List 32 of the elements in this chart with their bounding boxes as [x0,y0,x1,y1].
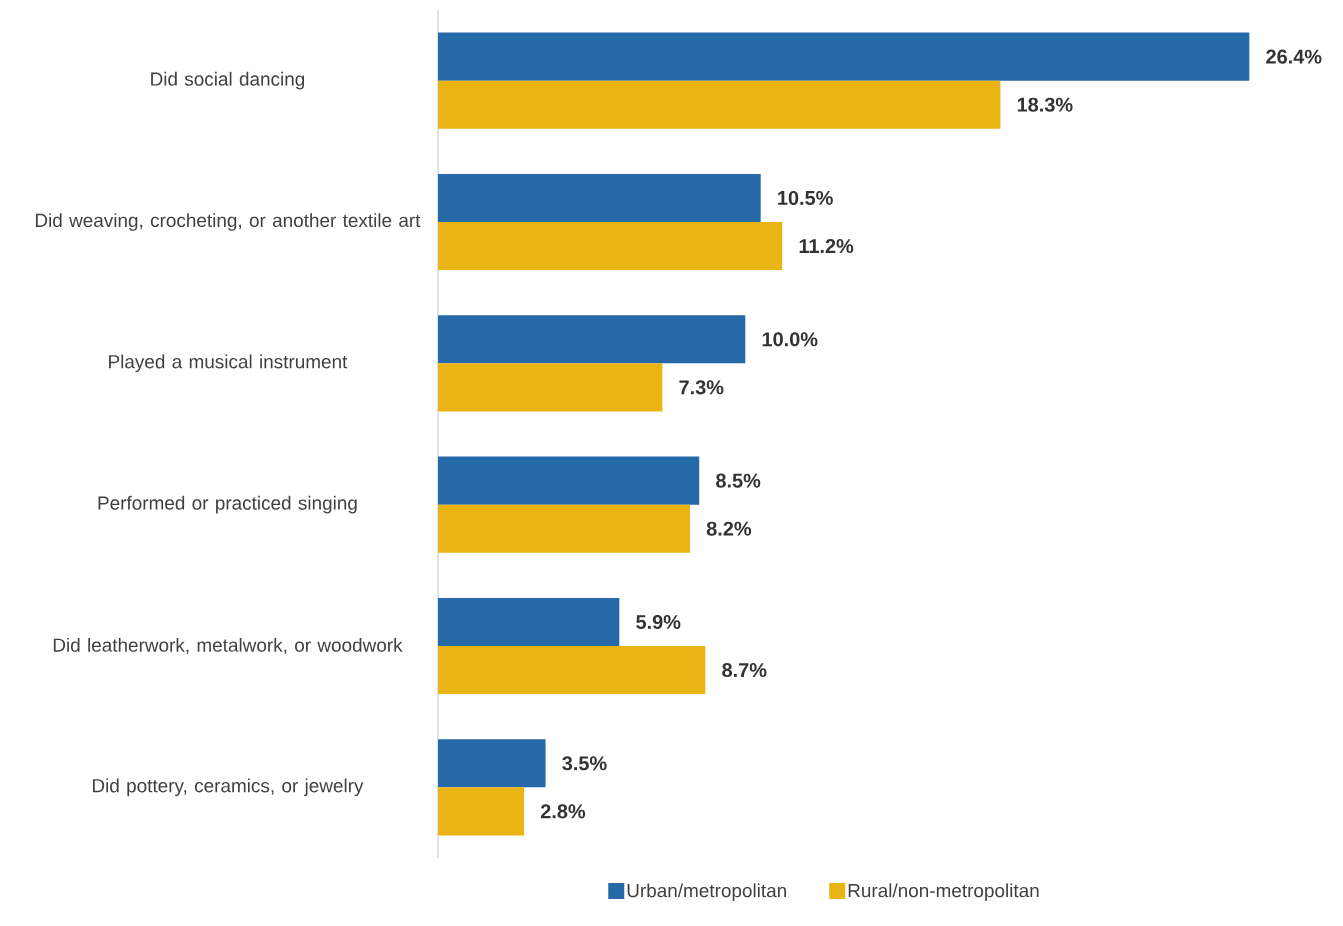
data-label: 26.4% [1266,49,1322,64]
data-label: 10.0% [762,332,818,347]
bar [437,787,525,836]
bar [437,222,783,271]
data-label: 11.2% [799,238,854,254]
y-tick-label: Performed or practiced singing [98,495,357,514]
bar [437,32,1250,81]
data-label: 8.7% [722,662,767,678]
bar [437,504,690,553]
y-tick-label: Played a musical instrument [109,354,348,373]
bar [437,646,706,695]
y-tick-label: Did social dancing [151,71,305,90]
data-label: 3.5% [562,756,607,771]
bar [437,456,700,505]
bar [437,739,546,788]
bar [437,597,620,646]
y-tick-label: Did leatherwork, metalwork, or woodwork [53,637,403,655]
bar [437,173,761,222]
data-label: 8.2% [706,521,752,536]
data-label: 5.9% [636,614,681,630]
bar [437,363,663,412]
bar [437,315,746,364]
legend-label: Rural/non-metropolitan [848,883,1039,902]
data-label: 2.8% [540,804,586,819]
legend-label: Urban/metropolitan [627,883,786,902]
data-label: 7.3% [679,380,724,395]
data-label: 18.3% [1017,97,1073,112]
data-label: 10.5% [778,190,833,206]
y-tick-label: Did weaving, crocheting, or another textile art [35,213,421,231]
bar [437,80,1001,129]
y-tick-label: Did pottery, ceramics, or jewelry [92,778,364,797]
data-label: 8.5% [716,473,761,488]
